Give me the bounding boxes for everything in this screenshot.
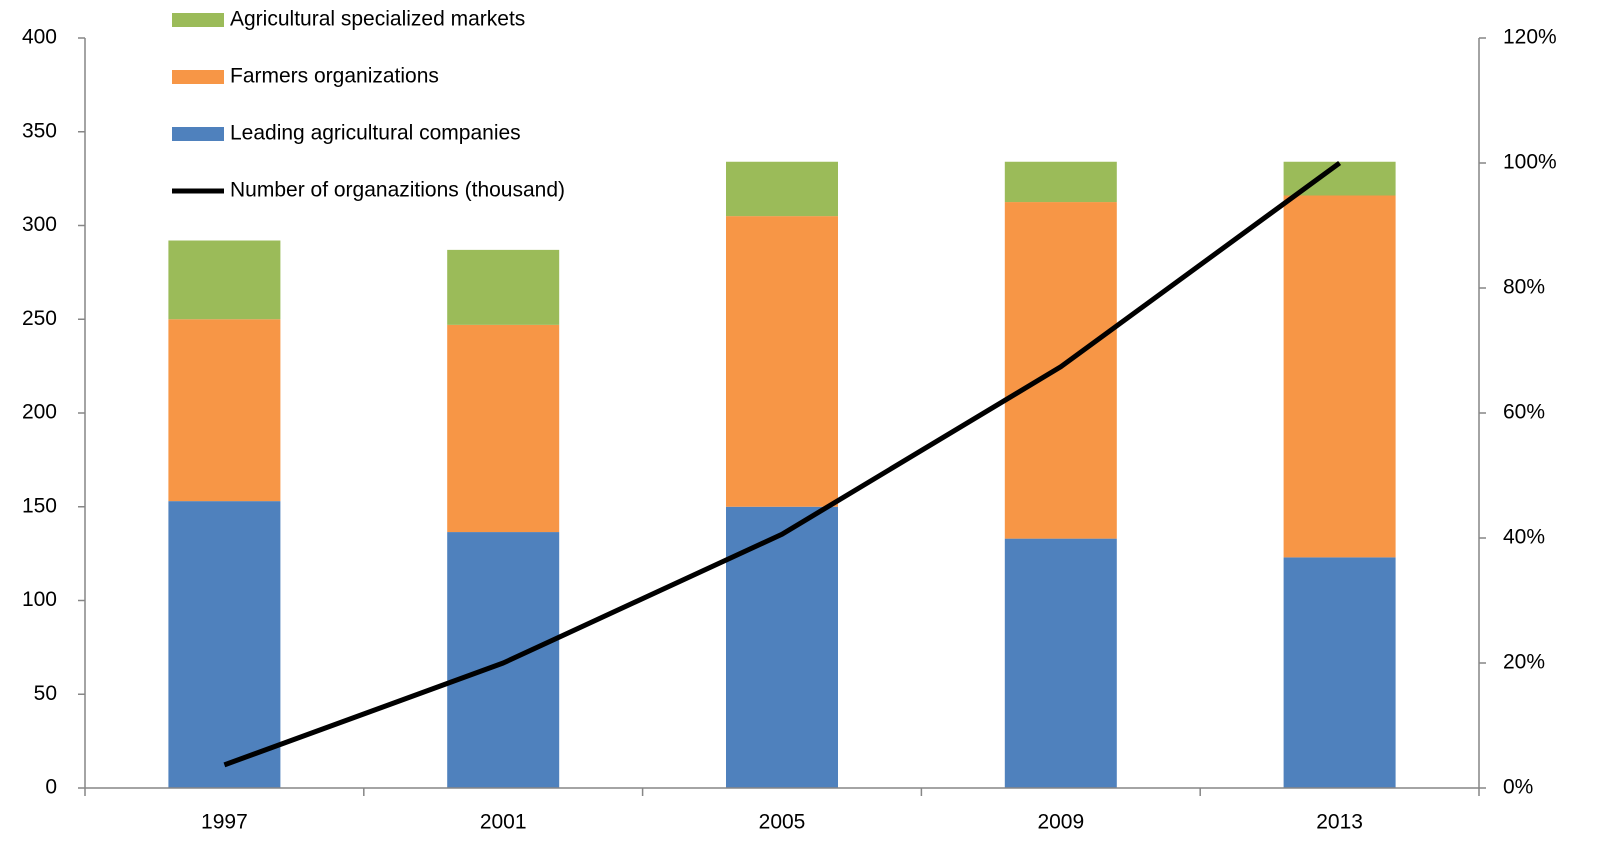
bar [447,249,560,325]
bar [1004,538,1117,788]
bar [168,319,281,502]
y2-tick-label: 60% [1503,401,1545,424]
x-tick-label: 2009 [1037,811,1084,834]
x-tick-label: 2005 [759,811,806,834]
y-tick-label: 0 [45,776,57,799]
y2-tick-label: 120% [1503,26,1557,49]
bar [726,161,838,217]
y-tick-label: 50 [34,682,57,705]
bar [168,501,281,788]
legend-label: Number of organazitions (thousand) [230,179,565,202]
x-tick-label: 1997 [201,811,248,834]
y-tick-label: 200 [22,401,57,424]
y-tick-label: 400 [22,26,57,49]
legend-swatch [172,127,224,141]
legend-label: Agricultural specialized markets [230,8,525,31]
y2-tick-label: 20% [1503,651,1545,674]
bar [1283,557,1396,788]
y2-tick-label: 80% [1503,276,1545,299]
y-tick-label: 100 [22,588,57,611]
bar [447,324,560,533]
bar [726,506,838,788]
bar [1004,202,1117,539]
legend-swatch [172,13,224,27]
y2-tick-label: 0% [1503,776,1533,799]
y-tick-label: 150 [22,494,57,517]
bar [168,240,281,320]
line [223,160,1342,768]
legend-label: Farmers organizations [230,65,439,88]
x-tick-label: 2013 [1316,811,1363,834]
y-tick-label: 350 [22,119,57,142]
bar [1283,195,1396,558]
x-tick-label: 2001 [480,811,527,834]
bar [447,532,560,788]
legend-label: Leading agricultural companies [230,122,521,145]
bar [726,216,838,507]
y2-tick-label: 100% [1503,151,1557,174]
bar [1004,161,1117,203]
y2-tick-label: 40% [1503,526,1545,549]
legend-swatch [172,70,224,84]
y-tick-label: 250 [22,307,57,330]
y-tick-label: 300 [22,213,57,236]
